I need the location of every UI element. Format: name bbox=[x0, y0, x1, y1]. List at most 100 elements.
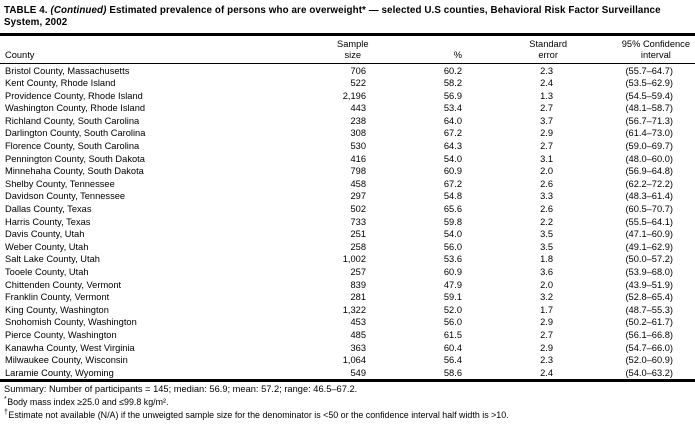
cell-confidence-interval: (55.5–64.1) bbox=[625, 216, 673, 227]
cell-standard-error: 2.0 bbox=[540, 279, 553, 290]
cell-county: Snohomish County, Washington bbox=[5, 317, 137, 328]
cell-percent: 65.6 bbox=[443, 204, 462, 215]
cell-percent: 52.0 bbox=[443, 304, 462, 315]
cell-standard-error: 2.3 bbox=[540, 355, 553, 366]
cell-sample-size: 485 bbox=[350, 329, 366, 340]
cell-county: Kanawha County, West Virginia bbox=[5, 342, 135, 353]
cell-standard-error: 3.1 bbox=[540, 153, 553, 164]
cell-county: Dallas County, Texas bbox=[5, 204, 92, 215]
cell-county: Tooele County, Utah bbox=[5, 267, 89, 277]
cell-percent: 60.9 bbox=[443, 166, 462, 177]
cell-sample-size: 706 bbox=[350, 65, 366, 76]
cell-sample-size: 308 bbox=[350, 128, 366, 139]
table-row: Laramie County, Wyoming 549 58.6 2.4 (54… bbox=[0, 367, 695, 380]
table-row: Darlington County, South Carolina 308 67… bbox=[0, 127, 695, 140]
cell-county: Davidson County, Tennessee bbox=[5, 191, 126, 202]
cell-confidence-interval: (48.7–55.3) bbox=[625, 304, 673, 315]
cell-standard-error: 2.6 bbox=[540, 178, 553, 189]
table-row: Providence County, Rhode Island 2,196 56… bbox=[0, 90, 695, 103]
cell-standard-error: 2.0 bbox=[540, 166, 553, 177]
cell-sample-size: 530 bbox=[350, 141, 366, 152]
cell-percent: 47.9 bbox=[443, 279, 462, 290]
cell-percent: 60.4 bbox=[443, 342, 462, 353]
cell-sample-size: 1,064 bbox=[342, 355, 366, 366]
cell-sample-size: 549 bbox=[350, 367, 366, 378]
table-row: Chittenden County, Vermont 839 47.9 2.0 … bbox=[0, 279, 695, 292]
table-row: Harris County, Texas 733 59.8 2.2 (55.5–… bbox=[0, 216, 695, 229]
table-row: Salt Lake County, Utah 1,002 53.6 1.8 (5… bbox=[0, 253, 695, 266]
cell-sample-size: 458 bbox=[350, 178, 366, 189]
cell-standard-error: 2.9 bbox=[540, 317, 553, 328]
title-continued: (Continued) bbox=[50, 5, 107, 16]
cell-sample-size: 522 bbox=[350, 78, 366, 89]
table-row: Kent County, Rhode Island 522 58.2 2.4 (… bbox=[0, 77, 695, 90]
cell-confidence-interval: (61.4–73.0) bbox=[625, 128, 673, 139]
cell-sample-size: 416 bbox=[350, 153, 366, 164]
cell-percent: 53.4 bbox=[443, 103, 462, 114]
cell-county: Weber County, Utah bbox=[5, 241, 89, 252]
cell-percent: 54.0 bbox=[443, 229, 462, 240]
footnote-bmi: *Body mass index ≥25.0 and ≤99.8 kg/m². bbox=[4, 395, 695, 407]
sample-size-header-line2: size bbox=[344, 49, 362, 60]
cell-sample-size: 281 bbox=[350, 292, 366, 303]
cell-confidence-interval: (54.7–66.0) bbox=[625, 342, 673, 353]
table-row: Florence County, South Carolina 530 64.3… bbox=[0, 140, 695, 153]
cell-confidence-interval: (43.9–51.9) bbox=[625, 279, 673, 290]
table-header: County Sample size % Standard error bbox=[0, 35, 695, 64]
cell-confidence-interval: (59.0–69.7) bbox=[625, 141, 673, 152]
cell-standard-error: 2.9 bbox=[540, 342, 553, 353]
table-row: Kanawha County, West Virginia 363 60.4 2… bbox=[0, 342, 695, 355]
cell-county: Florence County, South Carolina bbox=[5, 141, 140, 152]
cell-confidence-interval: (54.0–63.2) bbox=[625, 367, 673, 378]
footnote-bmi-text: Body mass index ≥25.0 and ≤99.8 kg/m². bbox=[7, 397, 169, 408]
standard-error-header-line1: Standard bbox=[529, 38, 567, 49]
table-row: Davidson County, Tennessee 297 54.8 3.3 … bbox=[0, 190, 695, 203]
cell-confidence-interval: (52.0–60.9) bbox=[625, 355, 673, 366]
title-rule bbox=[0, 33, 695, 36]
confidence-interval-header-line2: interval bbox=[640, 49, 671, 60]
cell-standard-error: 2.7 bbox=[540, 103, 553, 114]
cell-sample-size: 2,196 bbox=[342, 90, 366, 101]
col-header-confidence-interval: 95% Confidence interval bbox=[553, 35, 695, 64]
cell-confidence-interval: (48.1–58.7) bbox=[625, 103, 673, 114]
title-prefix: TABLE 4. bbox=[4, 5, 51, 16]
cell-confidence-interval: (56.1–66.8) bbox=[625, 329, 673, 340]
cell-standard-error: 1.7 bbox=[540, 304, 553, 315]
cell-county: Minnehaha County, South Dakota bbox=[5, 166, 144, 177]
cell-percent: 59.1 bbox=[443, 292, 462, 303]
cell-confidence-interval: (52.8–65.4) bbox=[625, 292, 673, 303]
table-row: Dallas County, Texas 502 65.6 2.6 (60.5–… bbox=[0, 203, 695, 216]
cell-percent: 56.0 bbox=[443, 317, 462, 328]
cell-sample-size: 443 bbox=[350, 103, 366, 114]
confidence-interval-header-line1: 95% Confidence bbox=[621, 38, 690, 49]
cell-county: Pennington County, South Dakota bbox=[5, 153, 145, 164]
cell-county: Davis County, Utah bbox=[5, 229, 85, 240]
cell-county: Providence County, Rhode Island bbox=[5, 90, 143, 101]
table-row: Shelby County, Tennessee 458 67.2 2.6 (6… bbox=[0, 178, 695, 191]
sample-size-header-line1: Sample bbox=[337, 38, 369, 49]
cell-county: Pierce County, Washington bbox=[5, 329, 117, 340]
table-title: TABLE 4. (Continued) Estimated prevalenc… bbox=[0, 0, 695, 29]
cell-county: Franklin County, Vermont bbox=[5, 292, 110, 303]
cell-sample-size: 238 bbox=[350, 115, 366, 126]
cell-sample-size: 1,002 bbox=[342, 254, 366, 265]
cell-standard-error: 2.2 bbox=[540, 216, 553, 227]
cell-county: Milwaukee County, Wisconsin bbox=[5, 355, 128, 366]
standard-error-header-lines: Standard error bbox=[529, 39, 567, 61]
cell-percent: 58.6 bbox=[443, 367, 462, 378]
cell-sample-size: 453 bbox=[350, 317, 366, 328]
cell-standard-error: 3.7 bbox=[540, 115, 553, 126]
cell-sample-size: 798 bbox=[350, 166, 366, 177]
cell-sample-size: 1,322 bbox=[342, 304, 366, 315]
cell-county: King County, Washington bbox=[5, 304, 109, 315]
cell-sample-size: 839 bbox=[350, 279, 366, 290]
cell-standard-error: 3.2 bbox=[540, 292, 553, 303]
cell-county: Kent County, Rhode Island bbox=[5, 78, 116, 89]
cell-county: Salt Lake County, Utah bbox=[5, 254, 100, 265]
cell-sample-size: 257 bbox=[350, 267, 366, 277]
sample-size-header-lines: Sample size bbox=[337, 39, 369, 61]
col-header-county: County bbox=[0, 35, 337, 64]
cell-standard-error: 2.4 bbox=[540, 78, 553, 89]
cell-percent: 64.0 bbox=[443, 115, 462, 126]
